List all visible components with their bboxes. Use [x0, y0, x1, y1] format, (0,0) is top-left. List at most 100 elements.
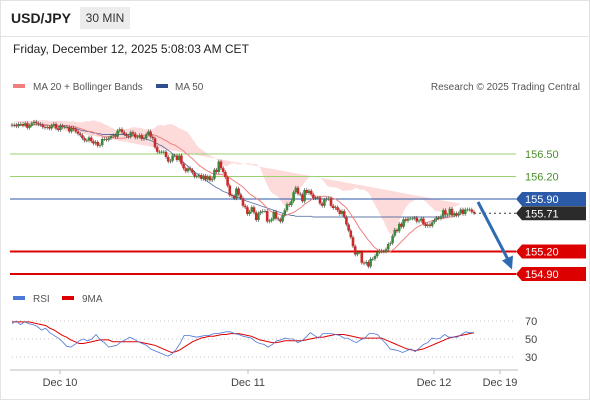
candle-body [290, 201, 293, 205]
pivot-label-tag [516, 192, 586, 206]
candle-body [472, 211, 476, 214]
time-axis: Dec 10 Dec 11 Dec 12 Dec 19 [43, 370, 518, 389]
candle-body [131, 132, 135, 134]
candle-body [287, 204, 291, 206]
candle-body [191, 169, 194, 173]
candle-body [441, 210, 445, 217]
candle-body [184, 168, 188, 172]
candle-body [452, 213, 456, 216]
candle-body [408, 218, 412, 220]
candle-body [283, 210, 287, 216]
candle-body [402, 219, 405, 227]
candle-body [28, 125, 31, 128]
candle-body [378, 250, 381, 253]
candle-body [367, 262, 370, 267]
candle-body [197, 175, 201, 177]
candle-body [59, 125, 62, 130]
candle-body [349, 230, 353, 238]
candle-body [307, 190, 311, 193]
candle-body [50, 125, 53, 129]
candle-body [21, 124, 25, 126]
candle-body [39, 124, 42, 125]
candle-body [470, 209, 474, 212]
candle-body [395, 229, 399, 232]
candle-body [193, 172, 196, 177]
candle-body [182, 163, 185, 169]
candle-body [444, 210, 447, 215]
candle-body [224, 172, 227, 178]
candle-body [257, 213, 260, 220]
candle-body [61, 125, 64, 127]
candle-body [389, 243, 392, 245]
candle-body [54, 124, 58, 129]
support-1-label: 155.20 [525, 247, 559, 259]
candle-body [419, 218, 423, 221]
candle-body [371, 259, 375, 260]
candlesticks [10, 119, 476, 269]
candle-body [338, 210, 342, 214]
candle-body [347, 224, 350, 231]
time-label: Dec 19 [483, 377, 518, 389]
candle-body [78, 133, 82, 136]
candle-body [303, 190, 306, 202]
candle-body [213, 169, 216, 179]
candle-body [406, 218, 410, 221]
price-levels [10, 153, 516, 275]
candle-body [380, 250, 383, 252]
candle-body [204, 175, 207, 180]
candle-body [433, 220, 436, 223]
report-datetime: Friday, December 12, 2025 5:08:03 AM CET [13, 42, 249, 56]
candle-body [158, 151, 161, 153]
candle-body [52, 124, 56, 126]
resistance-1-label: 156.20 [525, 172, 559, 184]
candle-body [147, 131, 150, 135]
symbol-title: USD/JPY [11, 10, 71, 26]
price-level-labels: 156.50 156.20 155.90 155.71 155.20 154.90 [516, 149, 586, 281]
candle-body [19, 124, 23, 125]
candle-body [435, 217, 438, 220]
candle-body [32, 121, 36, 124]
ma50-legend-swatch [156, 84, 168, 88]
support-2-label-tag [516, 267, 586, 281]
candle-body [186, 168, 190, 172]
candle-body [155, 147, 159, 152]
candle-body [230, 195, 234, 197]
candle-body [413, 217, 416, 219]
candle-body [41, 124, 45, 127]
rsi-legend-swatch [13, 296, 25, 300]
candle-body [342, 211, 346, 217]
candle-body [140, 135, 144, 139]
candle-body [120, 129, 124, 133]
candle-body [188, 168, 192, 170]
candle-body [210, 178, 214, 181]
candle-body [426, 224, 430, 226]
last-price-label-tag [516, 206, 586, 221]
candle-body [391, 235, 394, 244]
candle-body [160, 151, 163, 153]
candle-body [180, 155, 183, 164]
candle-body [446, 214, 449, 216]
candle-body [270, 219, 273, 221]
support-2-label: 154.90 [525, 269, 559, 281]
candle-body [360, 252, 364, 263]
candle-body [428, 224, 432, 226]
candle-body [314, 197, 317, 199]
candle-body [43, 127, 47, 128]
timeframe-button[interactable]: 30 MIN [80, 7, 130, 29]
candle-body [375, 252, 379, 256]
candle-body [369, 259, 372, 267]
candle-body [96, 142, 100, 146]
candle-body [175, 155, 179, 160]
candle-body [336, 207, 339, 211]
candle-body [107, 138, 111, 140]
candle-body [455, 213, 458, 216]
candle-body [94, 142, 97, 144]
candle-body [243, 205, 247, 208]
candle-body [373, 256, 377, 259]
candle-body [239, 194, 243, 199]
candle-body [228, 185, 232, 196]
candle-body [274, 211, 278, 219]
candle-body [439, 216, 443, 219]
candle-body [89, 137, 93, 142]
